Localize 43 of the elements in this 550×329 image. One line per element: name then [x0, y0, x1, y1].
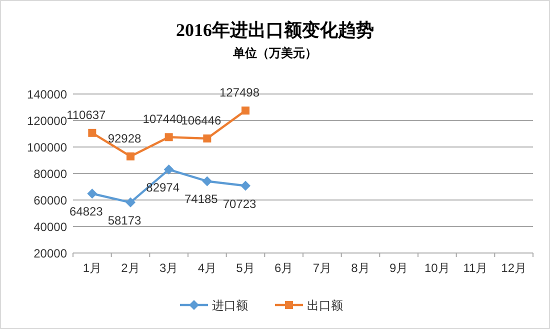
point — [126, 197, 136, 208]
legend-label: 出口额 — [307, 298, 343, 312]
data-label: 82974 — [146, 180, 180, 195]
data-label: 58173 — [108, 213, 142, 228]
x-tick-label: 12月 — [501, 261, 527, 275]
data-label: 70723 — [222, 196, 257, 211]
y-tick-label: 120000 — [26, 114, 68, 128]
x-tick-label: 6月 — [274, 261, 294, 275]
x-tick-label: 9月 — [389, 261, 408, 275]
y-tick-label: 20000 — [34, 246, 68, 260]
x-tick-label: 7月 — [312, 261, 332, 275]
x-tick-label: 2月 — [121, 261, 140, 275]
chart-title: 2016年进出口额变化趋势 — [176, 20, 374, 40]
point — [164, 133, 173, 142]
data-label: 64823 — [69, 204, 104, 219]
point — [126, 152, 134, 160]
x-tick-label: 5月 — [236, 261, 255, 275]
x-tick-label: 3月 — [159, 261, 178, 275]
y-tick-label: 100000 — [26, 140, 68, 154]
x-tick-label: 4月 — [198, 261, 217, 275]
y-tick-label: 140000 — [26, 88, 68, 102]
data-label: 127498 — [219, 86, 260, 100]
data-label: 92928 — [108, 131, 142, 146]
x-tick-label: 10月 — [424, 261, 450, 275]
y-tick-label: 80000 — [34, 167, 68, 181]
legend-label: 进口额 — [212, 298, 248, 312]
point — [240, 180, 250, 191]
y-tick-label: 40000 — [34, 220, 68, 234]
y-tick-label: 60000 — [34, 194, 68, 208]
x-tick-label: 8月 — [351, 261, 370, 275]
data-label: 106446 — [181, 113, 222, 128]
point — [87, 188, 98, 199]
data-label: 74185 — [184, 192, 218, 206]
point — [164, 164, 174, 175]
data-label: 110637 — [66, 108, 106, 122]
data-label: 107440 — [142, 112, 184, 126]
point — [202, 176, 212, 186]
point — [203, 134, 212, 142]
point — [88, 128, 96, 137]
point — [242, 106, 250, 115]
x-tick-label: 1月 — [82, 261, 102, 275]
x-tick-label: 11月 — [463, 261, 488, 275]
chart-subtitle: 单位（万美元） — [232, 46, 317, 60]
